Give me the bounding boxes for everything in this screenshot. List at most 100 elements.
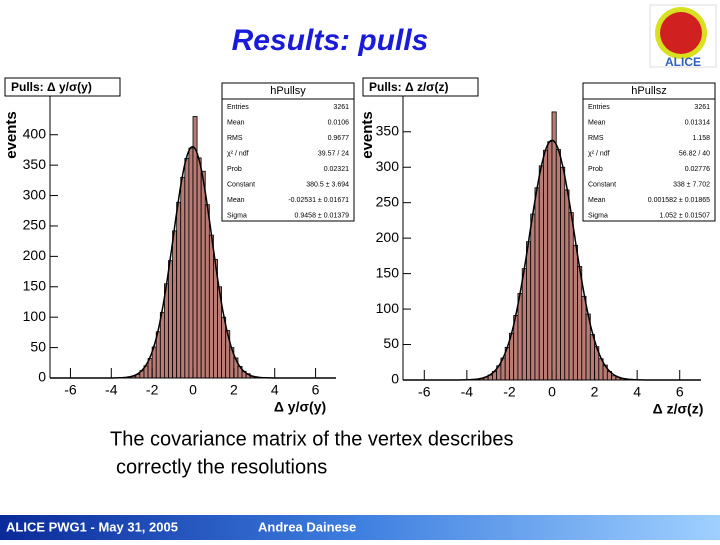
stats-value: 0.001582 ± 0.01865	[648, 197, 710, 204]
x-tick-label: -6	[64, 382, 77, 398]
bar	[560, 166, 566, 381]
bar	[196, 157, 202, 379]
logo-text: ALICE	[665, 55, 701, 69]
logo: ALICE	[649, 4, 717, 69]
stats-value: 56.82 / 40	[679, 150, 710, 157]
bar	[611, 375, 617, 381]
x-tick-label: -4	[461, 384, 474, 400]
stats-value: 3261	[694, 104, 710, 111]
caption-line: correctly the resolutions	[116, 456, 327, 478]
x-tick-label: 2	[591, 384, 599, 400]
y-tick-label: 100	[376, 300, 400, 316]
bar	[581, 295, 587, 381]
y-axis-label: events	[359, 111, 376, 159]
bar	[572, 244, 578, 381]
x-axis-label: Δ z/σ(z)	[653, 401, 704, 417]
y-tick-label: 0	[391, 371, 399, 387]
slide-title: Results: pulls	[232, 24, 429, 57]
chart: 0 50 100 150 200 250 300 350 -6 -4 -2 0 2 4 6 events Δ z…	[359, 77, 716, 417]
stats-value: 1.052 ± 0.01507	[659, 212, 710, 219]
x-tick-label: -2	[146, 382, 159, 398]
x-tick-label: 6	[676, 384, 684, 400]
stats-key: Constant	[227, 181, 255, 188]
bar	[204, 204, 210, 379]
bar	[526, 241, 532, 381]
footer-text: ALICE PWG1 - May 31, 2005	[6, 519, 178, 534]
stats-key: Entries	[227, 104, 249, 111]
stats-value: 3261	[333, 104, 349, 111]
bar	[564, 189, 570, 381]
x-tick-label: -2	[503, 384, 516, 400]
bar	[547, 141, 553, 381]
bar	[168, 260, 173, 379]
footer-author: Andrea Dainese	[258, 519, 356, 534]
y-tick-label: 200	[376, 229, 400, 245]
bar	[538, 165, 544, 381]
stats-key: Prob	[588, 166, 603, 173]
y-tick-label: 300	[376, 158, 400, 174]
stats-key: RMS	[588, 135, 604, 142]
chart-title: Pulls: Δ z/σ(z)	[369, 80, 449, 94]
x-tick-label: 6	[312, 382, 320, 398]
bar	[184, 158, 190, 379]
bar	[188, 147, 194, 379]
bar	[577, 266, 583, 381]
stats-title: hPullsz	[631, 85, 666, 97]
chart: 0 50 100 150 200 250 300 350 400 -6 -4 -2 0 2 4 6 events…	[3, 77, 355, 415]
y-tick-label: 150	[23, 277, 47, 293]
x-tick-label: 0	[548, 384, 556, 400]
logo-core	[660, 12, 702, 54]
y-tick-label: 250	[23, 217, 47, 233]
footer-bar	[0, 515, 720, 540]
bar	[172, 230, 178, 379]
bar	[534, 187, 540, 381]
bar	[200, 170, 206, 379]
bar	[159, 311, 165, 379]
stats-key: Mean	[227, 119, 245, 126]
stats-key: χ² / ndf	[588, 150, 610, 157]
caption-line: The covariance matrix of the vertex desc…	[110, 428, 514, 450]
stats-value: 0.0106	[328, 119, 350, 126]
y-tick-label: 350	[376, 122, 400, 138]
stats-key: χ² / ndf	[227, 150, 249, 157]
y-tick-label: 100	[23, 308, 47, 324]
bar	[530, 213, 536, 381]
y-tick-label: 50	[30, 338, 46, 354]
stats-value: 0.9677	[328, 135, 350, 142]
stats-title: hPullsy	[270, 85, 306, 97]
stats-value: 39.57 / 24	[318, 150, 349, 157]
stats-value: 0.01314	[685, 119, 710, 126]
stats-value: 1.158	[692, 135, 710, 142]
x-tick-label: 2	[230, 382, 238, 398]
stats-key: Entries	[588, 104, 610, 111]
bar	[221, 316, 227, 379]
x-tick-label: -4	[105, 382, 118, 398]
chart-title: Pulls: Δ y/σ(y)	[11, 80, 92, 94]
stats-value: -0.02531 ± 0.01671	[288, 197, 349, 204]
chart-title-box	[362, 77, 479, 97]
x-tick-label: 0	[189, 382, 197, 398]
bar	[555, 149, 561, 381]
stats-key: Sigma	[588, 212, 608, 219]
bar	[568, 212, 574, 381]
x-axis-label: Δ y/σ(y)	[274, 399, 326, 415]
x-tick-label: 4	[271, 382, 279, 398]
bar	[208, 234, 214, 379]
y-tick-label: 150	[376, 264, 400, 280]
bar	[589, 334, 595, 381]
y-tick-label: 200	[23, 247, 47, 263]
bar	[543, 149, 549, 381]
stats-box	[221, 82, 355, 222]
stats-key: Mean	[588, 197, 606, 204]
stats-value: 338 ± 7.702	[673, 181, 710, 188]
y-tick-label: 300	[23, 186, 47, 202]
stats-key: Mean	[227, 197, 245, 204]
stats-value: 0.02321	[324, 166, 349, 173]
bar	[551, 111, 557, 381]
x-tick-label: -6	[418, 384, 431, 400]
y-tick-label: 0	[38, 369, 46, 385]
y-tick-label: 350	[23, 156, 47, 172]
bar	[176, 201, 182, 379]
